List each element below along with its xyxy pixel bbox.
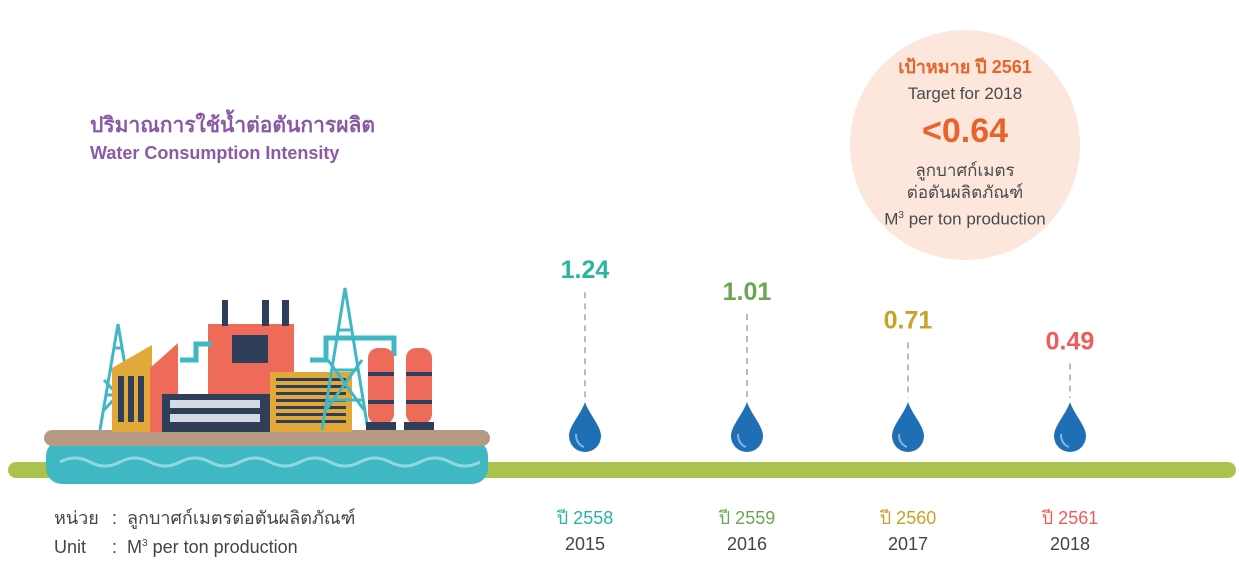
chart-marks: 1.24 1.01 0.71 0.49 [561, 256, 1095, 452]
unit-thai-key: หน่วย [54, 508, 99, 528]
year-label-2018: ปี 2561 2018 [1025, 505, 1115, 557]
unit-legend: หน่วย: ลูกบาศก์เมตรต่อตันผลิตภัณฑ์ Unit:… [54, 505, 355, 560]
unit-thai-row: หน่วย: ลูกบาศก์เมตรต่อตันผลิตภัณฑ์ [54, 505, 355, 531]
unit-english-rest: per ton production [147, 537, 298, 557]
unit-english-sup: 3 [142, 538, 148, 549]
target-unit-english: M3 per ton production [850, 204, 1080, 232]
target-value: <0.64 [921, 112, 1009, 150]
unit-english-row: Unit: M3 per ton production [54, 531, 355, 560]
drop-highlight [1060, 433, 1070, 448]
year-label-2015: ปี 2558 2015 [540, 505, 630, 557]
chart-title: ปริมาณการใช้น้ำต่อตันการผลิต Water Consu… [90, 112, 375, 166]
water-drop-icon [569, 402, 601, 452]
value-label-2017: 0.71 [884, 307, 933, 335]
water-drop-icon [1054, 402, 1086, 452]
target-unit-thai-2: ต่อตันผลิตภัณฑ์ [906, 183, 1024, 202]
drop-highlight [898, 433, 908, 448]
value-label-2016: 1.01 [723, 278, 772, 306]
year-ce-label: 2018 [1049, 534, 1091, 554]
unit-english-key: Unit [54, 537, 87, 557]
drop-highlight [575, 433, 585, 448]
target-unit-thai-1: ลูกบาศก์เมตร [915, 161, 1015, 180]
year-ce-label: 2016 [726, 534, 768, 554]
title-thai: ปริมาณการใช้น้ำต่อตันการผลิต [90, 114, 376, 137]
year-be-label: ปี 2561 [1041, 508, 1099, 528]
drop-highlight [737, 433, 747, 448]
year-be-label: ปี 2558 [556, 508, 614, 528]
year-label-2016: ปี 2559 2016 [702, 505, 792, 557]
factory-illustration [44, 287, 490, 484]
target-unit-rest: per ton production [903, 209, 1046, 229]
unit-sep-2: : [112, 537, 118, 557]
year-ce-label: 2017 [887, 534, 929, 554]
year-label-2017: ปี 2560 2017 [863, 505, 953, 557]
target-thai-label: เป้าหมาย ปี 2561 [898, 57, 1032, 77]
unit-sep-1: : [112, 508, 118, 528]
title-english: Water Consumption Intensity [90, 143, 340, 163]
year-be-label: ปี 2560 [879, 508, 937, 528]
value-label-2018: 0.49 [1046, 327, 1095, 355]
unit-thai-value: ลูกบาศก์เมตรต่อตันผลิตภัณฑ์ [127, 508, 356, 528]
target-english-label: Target for 2018 [907, 84, 1023, 103]
water-drop-icon [892, 402, 924, 452]
target-unit-base: M [884, 209, 899, 229]
target-unit-sup: 3 [898, 210, 904, 221]
target-circle: เป้าหมาย ปี 2561 Target for 2018 <0.64 ล… [850, 30, 1080, 260]
value-label-2015: 1.24 [561, 256, 610, 284]
unit-english-base: M [127, 537, 143, 557]
year-ce-label: 2015 [564, 534, 606, 554]
year-be-label: ปี 2559 [718, 508, 776, 528]
water-drop-icon [731, 402, 763, 452]
